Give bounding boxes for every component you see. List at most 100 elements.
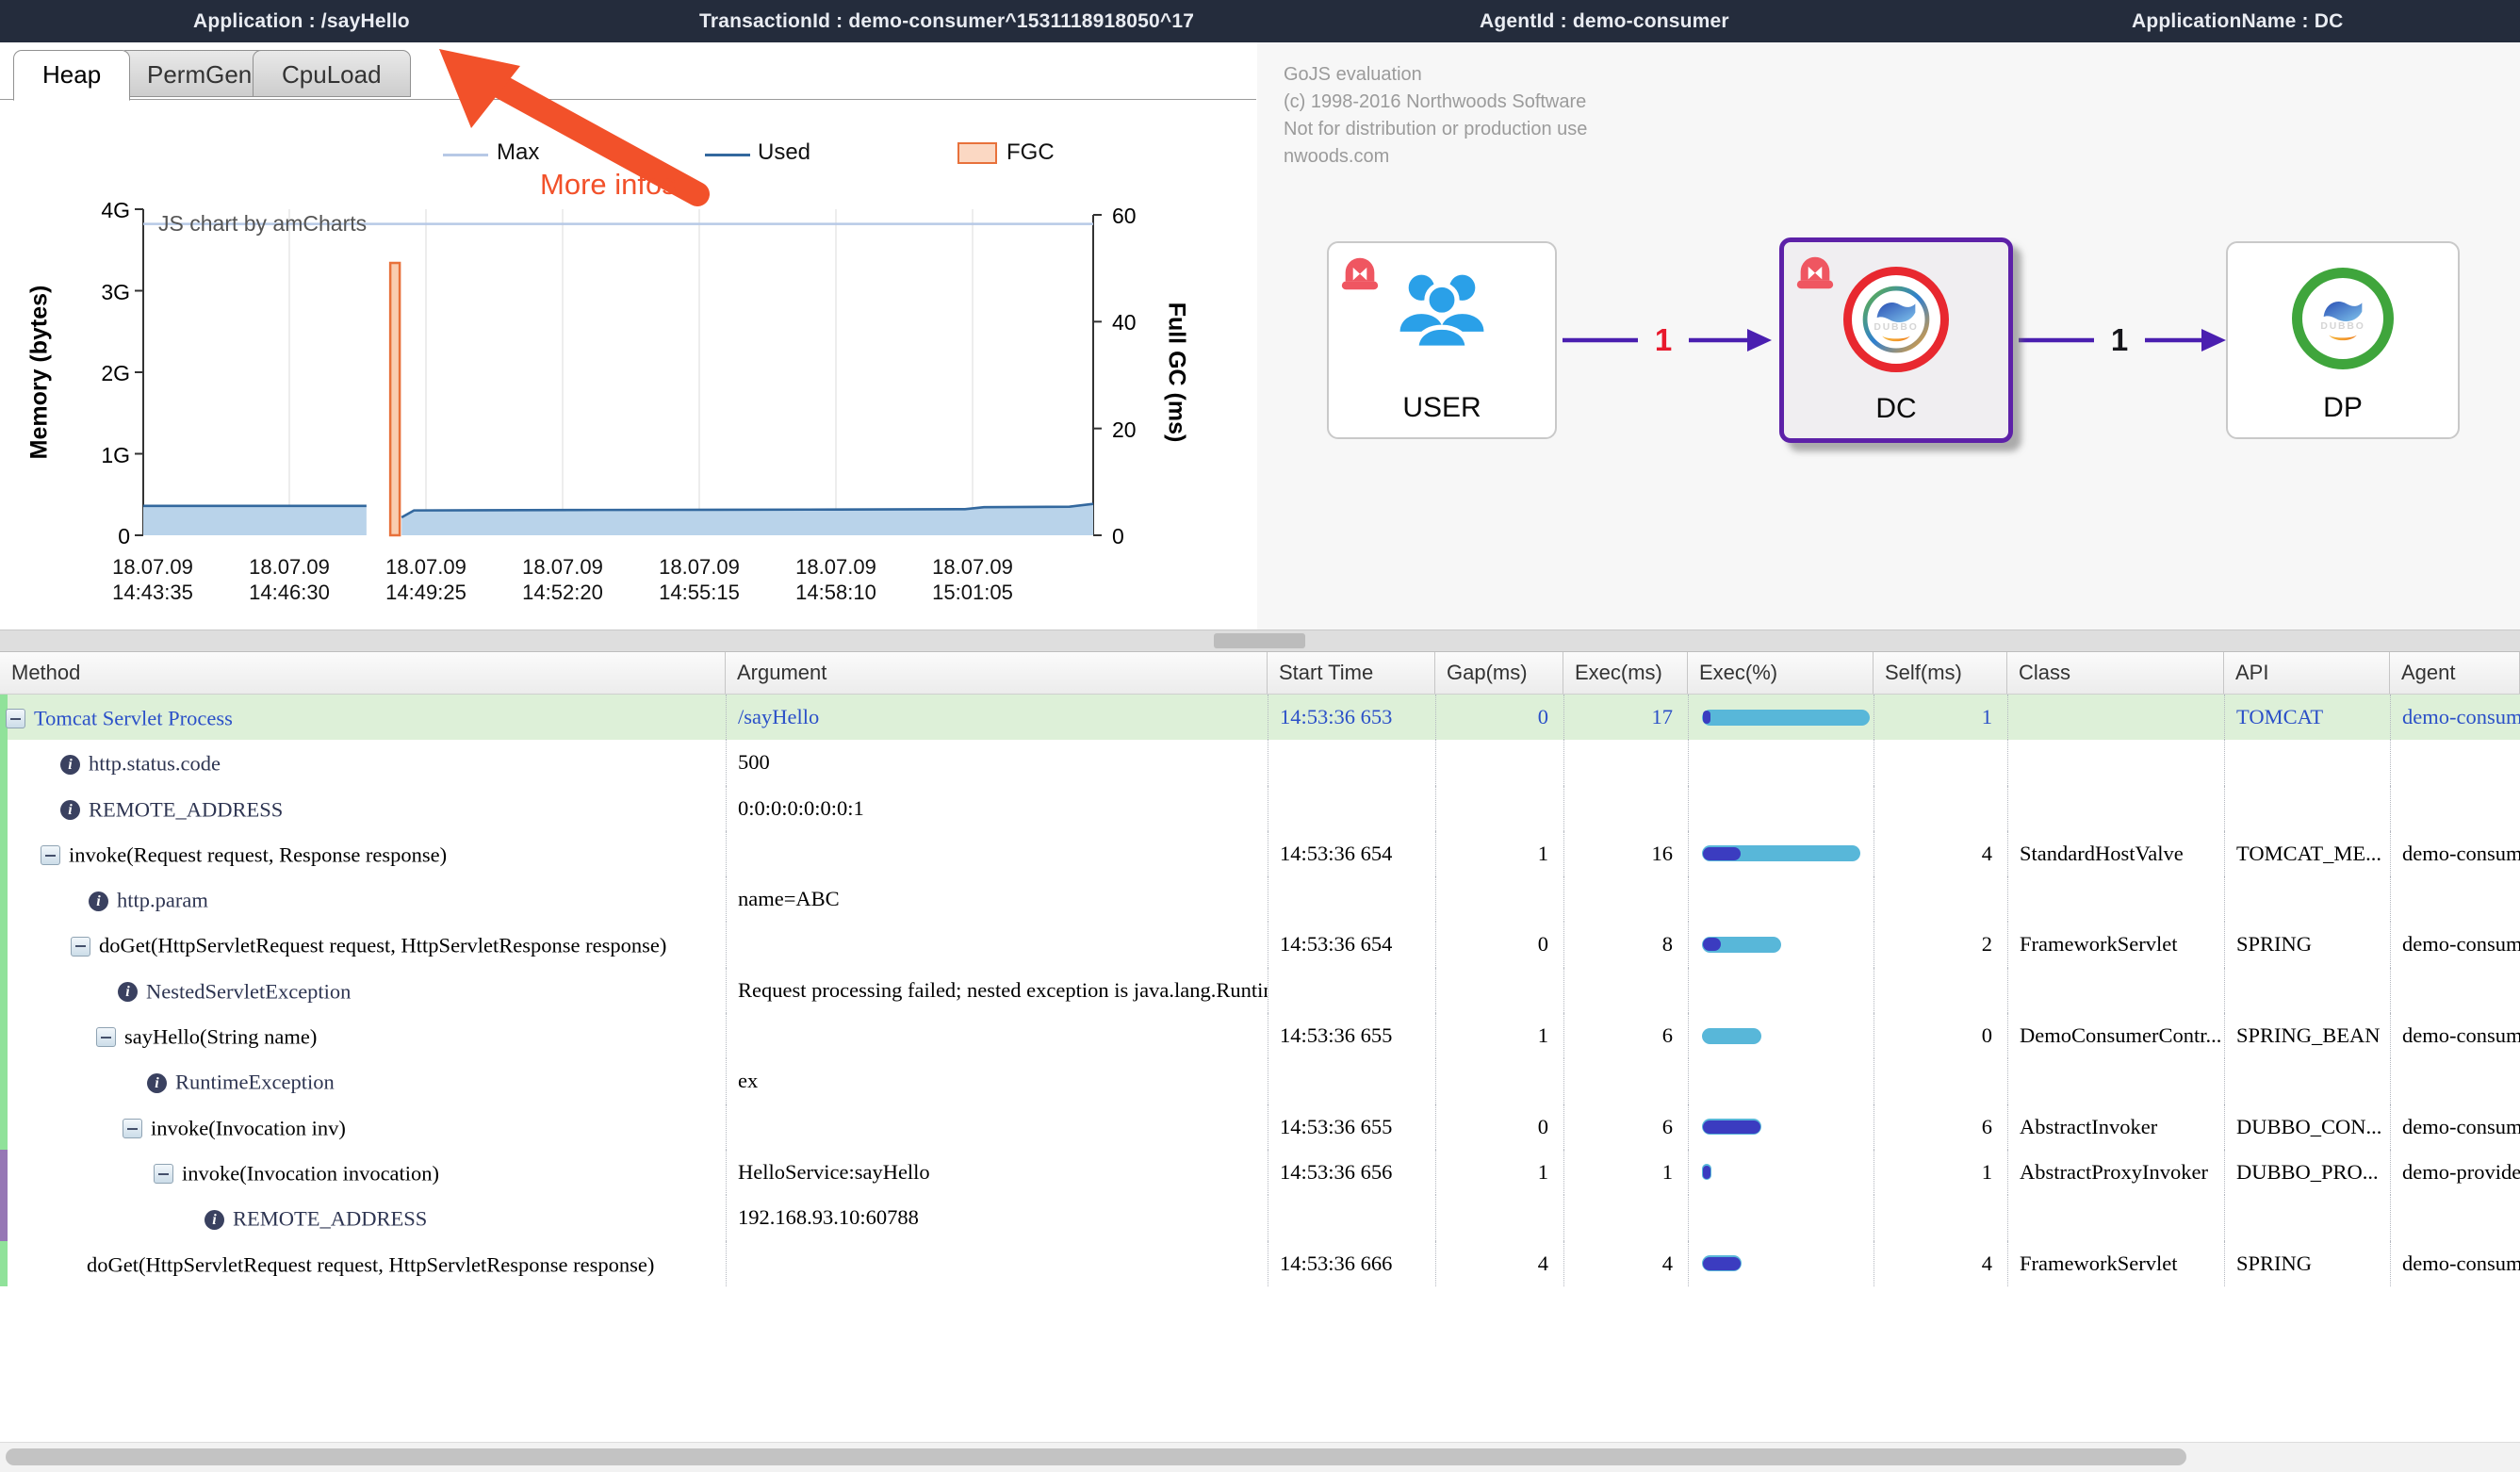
api-cell	[2224, 785, 2390, 831]
alarm-icon	[1796, 256, 1834, 289]
table-row[interactable]: Tomcat Servlet Process/sayHello 14:53:36 …	[0, 695, 2520, 741]
table-row[interactable]: invoke(Request request, Response respons…	[0, 830, 2520, 877]
horizontal-scrollbar[interactable]	[0, 1442, 2520, 1472]
collapse-icon[interactable]	[71, 936, 90, 957]
gojs-watermark-line: Not for distribution or production use	[1284, 119, 1588, 139]
start-time-cell: 14:53:36 653	[1268, 695, 1435, 741]
column-header-self-ms-[interactable]: Self(ms)	[1874, 652, 2007, 694]
exec-percent-cell	[1688, 1149, 1874, 1196]
method-cell: i REMOTE_ADDRESS	[0, 1195, 726, 1241]
top-info-bar: Application : /sayHello TransactionId : …	[0, 0, 2520, 42]
node-dp-label: DP	[2323, 392, 2363, 423]
column-header-method[interactable]: Method	[0, 652, 726, 694]
tab-heap[interactable]: Heap	[13, 50, 131, 101]
argument-cell	[726, 830, 1268, 877]
start-time-cell: 14:53:36 654	[1268, 922, 1435, 968]
table-row[interactable]: sayHello(String name) 14:53:36 655 1 6 0 Demo…	[0, 1013, 2520, 1059]
method-cell: sayHello(String name)	[0, 1013, 726, 1059]
table-row[interactable]: i RuntimeException ex	[0, 1058, 2520, 1104]
collapse-icon[interactable]	[6, 709, 25, 729]
agent-color-strip	[0, 967, 8, 1014]
node-dc[interactable]: DUBBO DC	[1779, 237, 2013, 443]
node-user-label: USER	[1402, 392, 1481, 423]
y-left-axis-title: Memory (bytes)	[25, 285, 53, 460]
method-name: sayHello(String name)	[124, 1024, 318, 1049]
argument-cell: ex	[726, 1058, 1268, 1104]
exec-percent-cell	[1688, 1058, 1874, 1104]
gap-cell: 1	[1435, 830, 1563, 877]
exec-cell	[1563, 876, 1688, 923]
method-cell: invoke(Invocation inv)	[0, 1104, 726, 1150]
class-cell: AbstractInvoker	[2007, 1104, 2224, 1150]
collapse-icon[interactable]	[96, 1027, 116, 1048]
collapse-icon[interactable]	[154, 1164, 173, 1185]
method-name: REMOTE_ADDRESS	[89, 797, 284, 822]
agent-color-strip	[0, 695, 8, 741]
table-row[interactable]: i REMOTE_ADDRESS 192.168.93.10:60788	[0, 1195, 2520, 1241]
gap-cell	[1435, 876, 1563, 923]
amcharts-watermark: JS chart by amCharts	[158, 211, 368, 236]
column-header-start-time[interactable]: Start Time	[1268, 652, 1435, 694]
self-cell: 1	[1874, 695, 2007, 741]
node-dp[interactable]: DUBBO DP	[2226, 241, 2460, 439]
agent-cell: demo-consume	[2390, 922, 2520, 968]
column-header-argument[interactable]: Argument	[726, 652, 1268, 694]
agent-cell	[2390, 785, 2520, 831]
tabbar-underline	[0, 99, 1256, 100]
y-right-tick: 20	[1112, 417, 1137, 442]
table-row[interactable]: invoke(Invocation invocation) HelloServic…	[0, 1149, 2520, 1196]
column-header-agent[interactable]: Agent	[2390, 652, 2520, 694]
method-cell: i REMOTE_ADDRESS	[0, 785, 726, 831]
application-name-label: ApplicationName : DC	[2132, 10, 2344, 32]
class-cell	[2007, 740, 2224, 786]
argument-cell: /sayHello	[726, 695, 1268, 741]
method-name: doGet(HttpServletRequest request, HttpSe…	[99, 934, 667, 958]
table-row[interactable]: i REMOTE_ADDRESS 0:0:0:0:0:0:0:1	[0, 785, 2520, 831]
column-header-class[interactable]: Class	[2007, 652, 2224, 694]
legend-fgc-label[interactable]: FGC	[1006, 139, 1055, 165]
transaction-id-label: TransactionId : demo-consumer^1531118918…	[699, 10, 1195, 32]
exec-percent-cell	[1688, 830, 1874, 877]
agent-cell: demo-consume	[2390, 1240, 2520, 1286]
table-row[interactable]: i NestedServletException Request processin…	[0, 967, 2520, 1014]
table-row[interactable]: i http.param name=ABC	[0, 876, 2520, 923]
column-header-gap-ms-[interactable]: Gap(ms)	[1435, 652, 1563, 694]
table-row[interactable]: i http.status.code 500	[0, 740, 2520, 786]
table-row[interactable]: doGet(HttpServletRequest request, HttpSe…	[0, 922, 2520, 968]
exec-cell: 4	[1563, 1240, 1688, 1286]
method-cell: invoke(Invocation invocation)	[0, 1149, 726, 1196]
exec-cell: 6	[1563, 1104, 1688, 1150]
agent-color-strip	[0, 1104, 8, 1150]
dubbo-logo-green: DUBBO	[2292, 268, 2394, 369]
horizontal-scrollbar-thumb[interactable]	[6, 1448, 2186, 1465]
collapse-icon[interactable]	[41, 845, 60, 866]
exec-cell	[1563, 1058, 1688, 1104]
class-cell	[2007, 695, 2224, 741]
gap-cell: 0	[1435, 922, 1563, 968]
column-header-exec-[interactable]: Exec(%)	[1688, 652, 1874, 694]
table-top-scrollbar[interactable]	[0, 630, 2520, 652]
x-axis-tick: 18.07.09 14:43:35	[112, 555, 193, 604]
y-right-tick: 0	[1112, 524, 1124, 548]
self-cell: 1	[1874, 1149, 2007, 1196]
method-name: Tomcat Servlet Process	[34, 706, 233, 730]
legend-used-label[interactable]: Used	[758, 139, 811, 165]
agent-cell	[2390, 1195, 2520, 1241]
start-time-cell	[1268, 785, 1435, 831]
gojs-watermark: GoJS evaluation (c) 1998-2016 Northwoods…	[1284, 61, 1587, 171]
column-header-api[interactable]: API	[2224, 652, 2390, 694]
class-cell	[2007, 876, 2224, 923]
self-time-bar	[1703, 711, 1711, 724]
table-top-scrollbar-thumb[interactable]	[1214, 633, 1305, 648]
x-axis-tick: 18.07.09 14:55:15	[659, 555, 740, 604]
table-row[interactable]: invoke(Invocation inv) 14:53:36 655 0 6 6 Abs…	[0, 1104, 2520, 1150]
collapse-icon[interactable]	[123, 1119, 142, 1139]
column-header-exec-ms-[interactable]: Exec(ms)	[1563, 652, 1688, 694]
method-name: invoke(Invocation invocation)	[182, 1161, 440, 1186]
self-cell: 0	[1874, 1013, 2007, 1059]
node-user[interactable]: USER	[1327, 241, 1557, 439]
exec-cell: 6	[1563, 1013, 1688, 1059]
tab-cpuload[interactable]: CpuLoad	[253, 50, 411, 97]
exec-cell	[1563, 1195, 1688, 1241]
table-row[interactable]: doGet(HttpServletRequest request, HttpSe…	[0, 1240, 2520, 1286]
